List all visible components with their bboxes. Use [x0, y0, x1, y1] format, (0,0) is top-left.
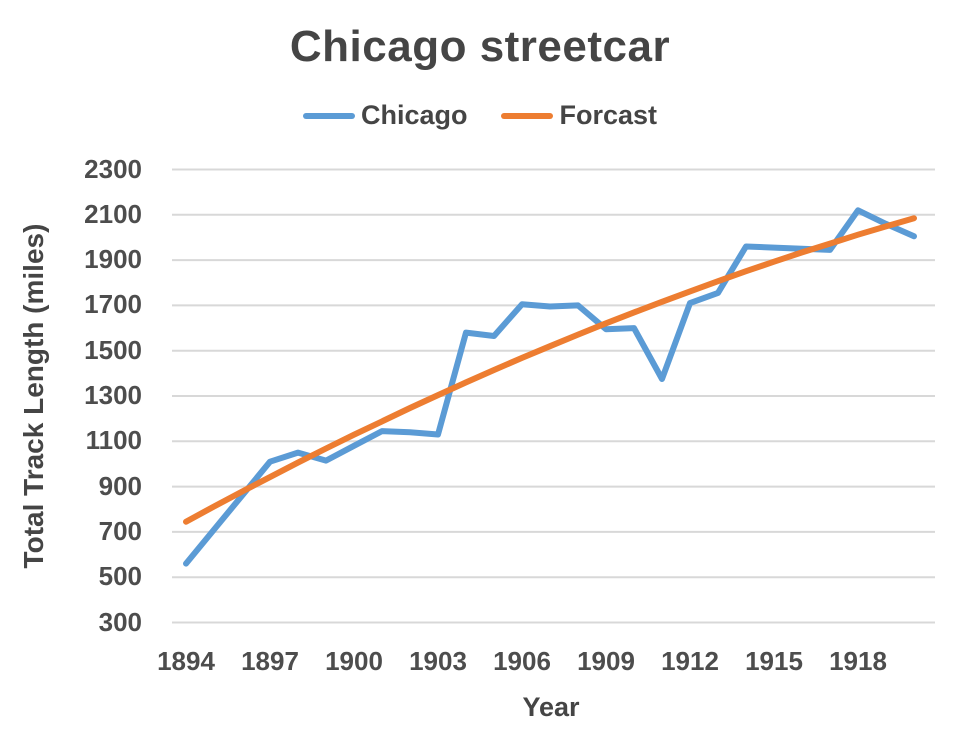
- y-tick-label: 1100: [85, 425, 142, 456]
- x-tick-label: 1912: [661, 646, 719, 676]
- x-tick-label: 1900: [325, 646, 383, 676]
- y-tick-label: 1500: [84, 334, 142, 365]
- x-tick-label: 1909: [577, 646, 635, 676]
- legend-label-chicago: Chicago: [360, 100, 468, 130]
- y-tick-label: 900: [98, 470, 142, 501]
- legend-item-chicago: Chicago: [302, 100, 468, 131]
- y-tick-label: 700: [98, 515, 142, 546]
- series-lines: [183, 207, 917, 567]
- legend-item-forcast: Forcast: [501, 100, 657, 131]
- x-tick-label: 1906: [493, 646, 551, 676]
- legend-label-forcast: Forcast: [559, 100, 658, 130]
- legend-swatch-chicago-icon: [302, 112, 355, 119]
- legend: Chicago Forcast: [0, 100, 960, 131]
- series-line-forcast: [183, 215, 917, 525]
- x-axis-title: Year: [522, 692, 580, 722]
- y-tick-label: 1900: [84, 244, 142, 275]
- x-tick-label: 1894: [157, 646, 215, 676]
- legend-swatch-forcast-icon: [501, 112, 554, 119]
- y-tick-label: 500: [98, 561, 142, 592]
- x-tick-label: 1915: [745, 646, 803, 676]
- series-line-chicago: [183, 207, 917, 567]
- x-tick-label: 1918: [829, 646, 887, 676]
- y-tick-label: 1300: [84, 380, 142, 410]
- x-tick-label: 1897: [241, 646, 299, 676]
- x-tick-label: 1903: [409, 646, 467, 676]
- y-tick-label: 2300: [84, 153, 142, 184]
- y-tick-label: 2100: [84, 198, 142, 229]
- y-tick-label: 1700: [84, 289, 142, 320]
- chart-title: Chicago streetcar: [289, 22, 671, 71]
- y-tick-label: 300: [98, 606, 142, 637]
- gridlines: [172, 168, 935, 624]
